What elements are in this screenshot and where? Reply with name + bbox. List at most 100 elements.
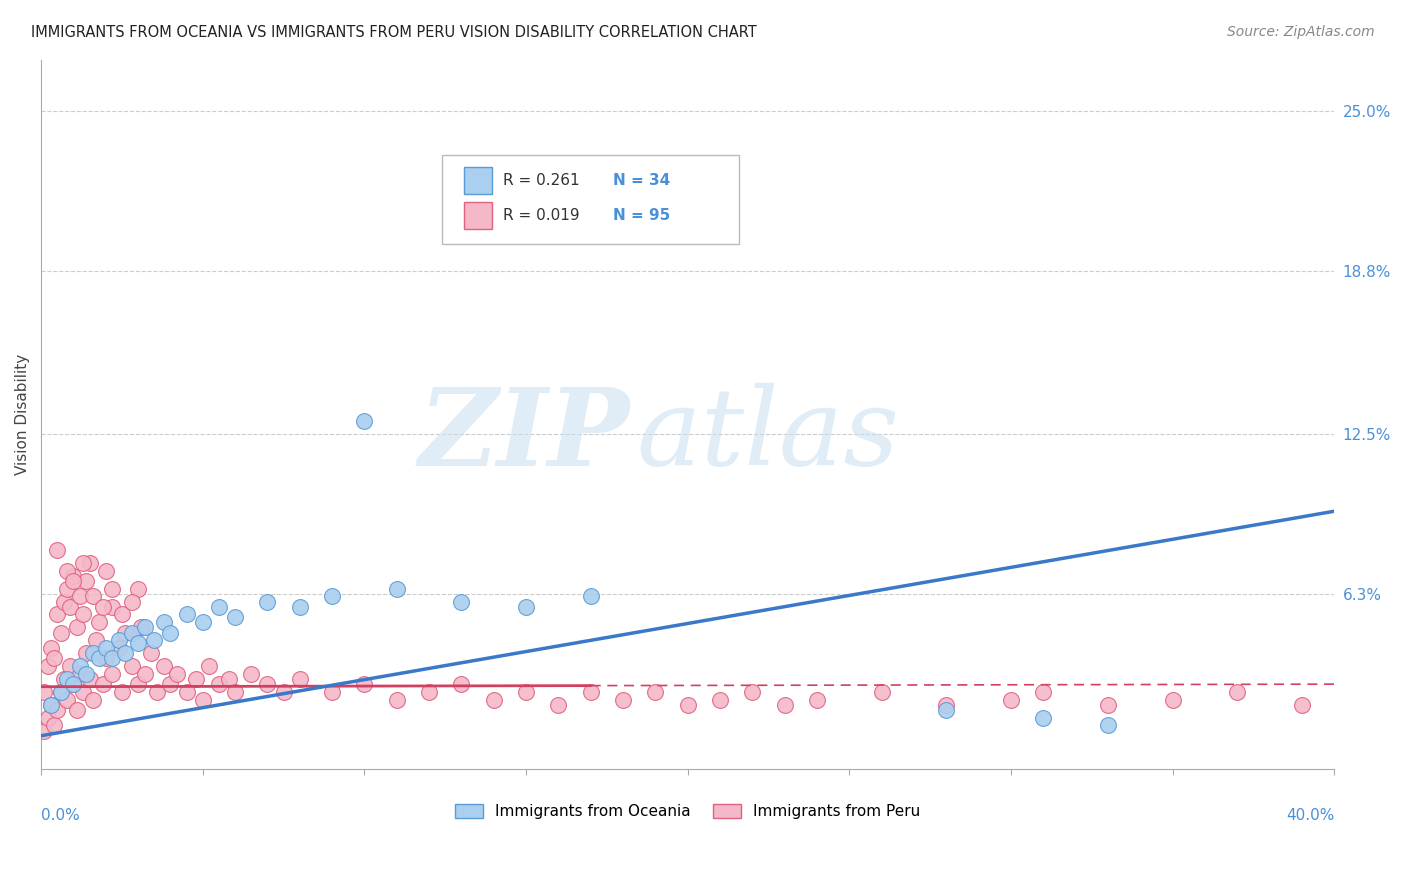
Point	[159, 625, 181, 640]
Point	[56, 582, 79, 596]
FancyBboxPatch shape	[441, 155, 740, 244]
Point	[1291, 698, 1313, 712]
Point	[806, 692, 828, 706]
Point	[121, 659, 143, 673]
Text: atlas: atlas	[636, 384, 898, 488]
Point	[935, 703, 957, 717]
Point	[256, 677, 278, 691]
Point	[42, 651, 65, 665]
Point	[191, 692, 214, 706]
Point	[146, 685, 169, 699]
Point	[208, 677, 231, 691]
Point	[139, 646, 162, 660]
Point	[49, 685, 72, 699]
Point	[935, 698, 957, 712]
Point	[59, 659, 82, 673]
Point	[59, 599, 82, 614]
Point	[208, 599, 231, 614]
Point	[153, 659, 176, 673]
Point	[450, 677, 472, 691]
Point	[176, 685, 198, 699]
Point	[72, 685, 94, 699]
Point	[385, 692, 408, 706]
Point	[101, 666, 124, 681]
Point	[579, 590, 602, 604]
Point	[256, 594, 278, 608]
Point	[111, 607, 134, 622]
Point	[56, 564, 79, 578]
Point	[84, 633, 107, 648]
Point	[127, 636, 149, 650]
Point	[107, 633, 129, 648]
Point	[773, 698, 796, 712]
Point	[69, 590, 91, 604]
Point	[56, 672, 79, 686]
Text: Source: ZipAtlas.com: Source: ZipAtlas.com	[1227, 25, 1375, 39]
Text: N = 95: N = 95	[613, 208, 669, 223]
Point	[143, 633, 166, 648]
Point	[870, 685, 893, 699]
Point	[94, 651, 117, 665]
Point	[66, 703, 89, 717]
Point	[52, 594, 75, 608]
Point	[186, 672, 208, 686]
Point	[1161, 692, 1184, 706]
Point	[37, 659, 59, 673]
Point	[72, 556, 94, 570]
Point	[418, 685, 440, 699]
Point	[39, 698, 62, 712]
Point	[89, 651, 111, 665]
Point	[1226, 685, 1249, 699]
Point	[111, 685, 134, 699]
Point	[72, 607, 94, 622]
Point	[1032, 685, 1054, 699]
Point	[709, 692, 731, 706]
Point	[482, 692, 505, 706]
FancyBboxPatch shape	[464, 202, 492, 229]
Point	[709, 194, 731, 209]
Point	[191, 615, 214, 630]
Point	[82, 646, 104, 660]
Point	[101, 599, 124, 614]
Point	[353, 414, 375, 428]
Point	[224, 610, 246, 624]
Legend: Immigrants from Oceania, Immigrants from Peru: Immigrants from Oceania, Immigrants from…	[449, 798, 927, 825]
Point	[218, 672, 240, 686]
Point	[79, 556, 101, 570]
Point	[176, 607, 198, 622]
Text: ZIP: ZIP	[418, 383, 630, 489]
Point	[101, 651, 124, 665]
Point	[91, 677, 114, 691]
Point	[644, 685, 666, 699]
Text: R = 0.019: R = 0.019	[503, 208, 579, 223]
Point	[101, 582, 124, 596]
Point	[127, 677, 149, 691]
Point	[75, 666, 97, 681]
Point	[89, 615, 111, 630]
Y-axis label: Vision Disability: Vision Disability	[15, 354, 30, 475]
Point	[52, 672, 75, 686]
Point	[159, 677, 181, 691]
Point	[515, 685, 537, 699]
Point	[1097, 718, 1119, 732]
Point	[134, 620, 156, 634]
Point	[34, 685, 56, 699]
Point	[49, 625, 72, 640]
Text: 40.0%: 40.0%	[1286, 808, 1334, 823]
Point	[75, 646, 97, 660]
Point	[56, 692, 79, 706]
Text: IMMIGRANTS FROM OCEANIA VS IMMIGRANTS FROM PERU VISION DISABILITY CORRELATION CH: IMMIGRANTS FROM OCEANIA VS IMMIGRANTS FR…	[31, 25, 756, 40]
Point	[69, 659, 91, 673]
Point	[39, 698, 62, 712]
Point	[82, 692, 104, 706]
Point	[676, 698, 699, 712]
Point	[42, 718, 65, 732]
Point	[62, 574, 84, 588]
Point	[741, 685, 763, 699]
Point	[69, 666, 91, 681]
Point	[198, 659, 221, 673]
Point	[94, 564, 117, 578]
Point	[321, 590, 343, 604]
Point	[127, 582, 149, 596]
FancyBboxPatch shape	[464, 167, 492, 194]
